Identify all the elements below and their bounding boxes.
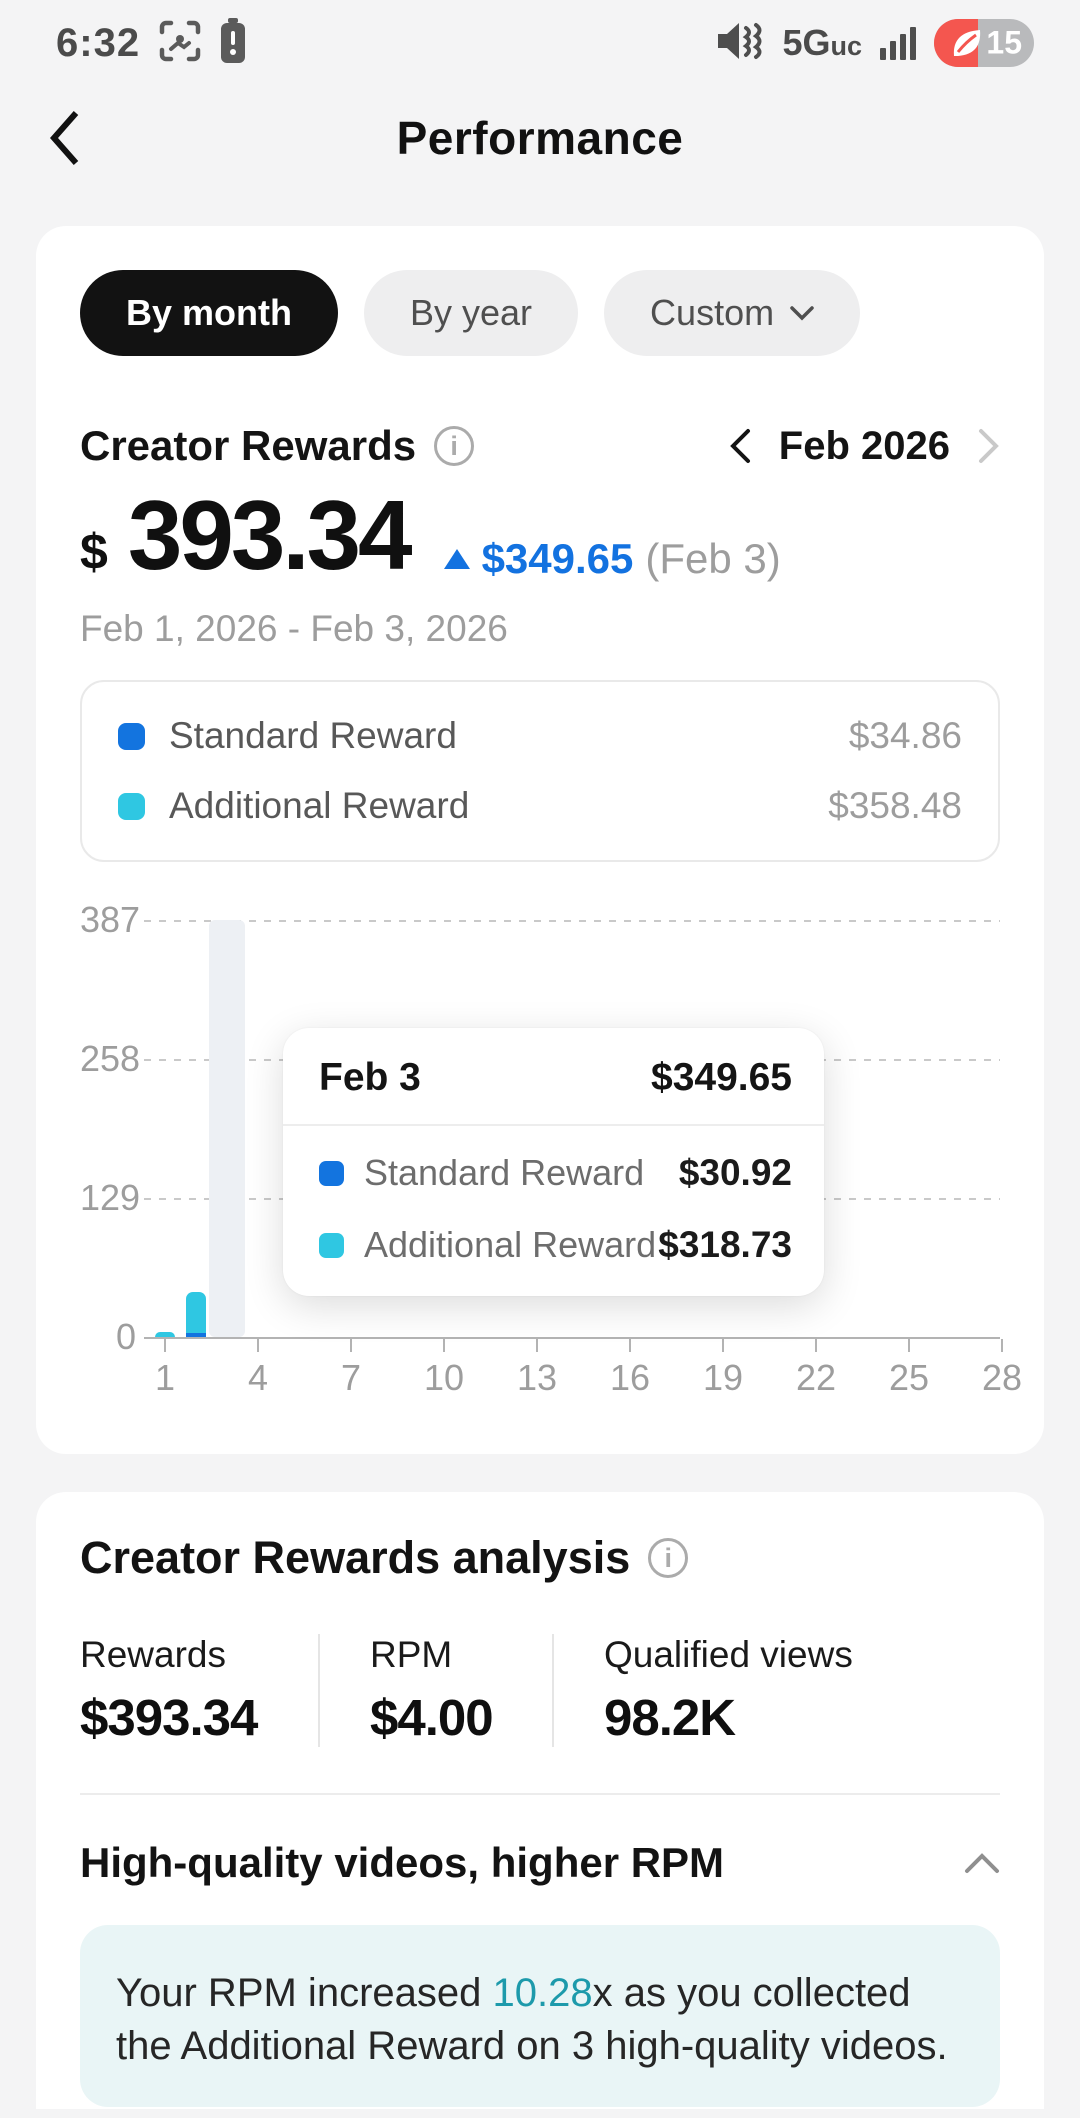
chevron-up-icon[interactable] xyxy=(964,1852,1000,1874)
stat-qualified-views: Qualified views 98.2K xyxy=(552,1634,853,1747)
chevron-right-icon[interactable] xyxy=(978,428,1000,464)
x-axis-tick xyxy=(257,1339,259,1352)
power-saving-leaf-icon xyxy=(953,30,981,56)
stat-rpm: RPM $4.00 xyxy=(318,1634,552,1747)
x-axis-tick xyxy=(536,1339,538,1352)
tab-by-year[interactable]: By year xyxy=(364,270,579,356)
x-axis-label: 25 xyxy=(888,1357,930,1398)
x-axis-label: 4 xyxy=(247,1357,269,1398)
x-axis-label: 19 xyxy=(702,1357,744,1398)
rpm-multiplier: 10.28 xyxy=(492,1971,593,2015)
y-axis-label: 387 xyxy=(80,899,141,940)
x-axis-label: 1 xyxy=(154,1357,176,1398)
bar-day2-standard xyxy=(186,1333,206,1337)
section-divider xyxy=(80,1793,1000,1795)
increase-triangle-icon xyxy=(443,549,470,569)
x-axis-tick xyxy=(1001,1339,1003,1352)
battery-alert-icon xyxy=(220,17,246,69)
info-icon[interactable]: i xyxy=(648,1538,689,1578)
y-axis-label: 258 xyxy=(80,1038,141,1079)
x-axis-tick xyxy=(164,1339,166,1352)
chevron-left-icon[interactable] xyxy=(729,428,751,464)
x-axis-label: 22 xyxy=(795,1357,837,1398)
status-bar: 6:32 xyxy=(0,0,1080,72)
nav-header: Performance xyxy=(0,72,1080,204)
x-axis-tick xyxy=(908,1339,910,1352)
back-button[interactable] xyxy=(46,106,106,170)
summary-row-additional: Additional Reward $358.48 xyxy=(118,782,962,830)
x-axis-label: 28 xyxy=(981,1357,1023,1398)
total-rewards-amount: 393.34 xyxy=(127,480,413,590)
tab-custom[interactable]: Custom xyxy=(604,270,861,356)
gridline-387 xyxy=(144,920,1000,922)
tooltip-row-additional: Additional Reward $318.73 xyxy=(319,1224,792,1266)
x-axis-label: 10 xyxy=(423,1357,465,1398)
additional-reward-swatch xyxy=(319,1232,344,1258)
summary-row-standard: Standard Reward $34.86 xyxy=(118,712,962,760)
month-navigator: Feb 2026 xyxy=(729,424,1000,469)
info-icon[interactable]: i xyxy=(434,426,475,466)
chart-tooltip: Feb 3 $349.65 Standard Reward $30.92 Add… xyxy=(283,1028,824,1296)
standard-reward-swatch xyxy=(118,722,145,750)
y-axis-label: 0 xyxy=(115,1316,136,1357)
bar-day1-additional xyxy=(155,1332,175,1337)
signal-strength-icon xyxy=(880,26,916,60)
daily-change: $349.65 (Feb 3) xyxy=(443,535,781,583)
chevron-down-icon xyxy=(790,305,814,320)
tooltip-divider xyxy=(283,1124,824,1126)
tab-by-month[interactable]: By month xyxy=(80,270,338,356)
section-title: Creator Rewards xyxy=(80,422,417,469)
analysis-card: Creator Rewards analysis i Rewards $393.… xyxy=(36,1492,1044,2109)
network-type-label: 5G uc xyxy=(782,22,862,63)
page-title: Performance xyxy=(396,112,684,164)
tooltip-row-standard: Standard Reward $30.92 xyxy=(319,1152,792,1194)
x-axis-tick xyxy=(815,1339,817,1352)
clock: 6:32 xyxy=(56,20,141,65)
delta-value: $349.65 xyxy=(481,535,634,582)
month-label[interactable]: Feb 2026 xyxy=(778,423,950,468)
date-range: Feb 1, 2026 - Feb 3, 2026 xyxy=(80,608,508,649)
reward-summary-box: Standard Reward $34.86 Additional Reward… xyxy=(80,680,1000,862)
rpm-insight-box: Your RPM increased 10.28x as you collect… xyxy=(80,1925,1000,2107)
standard-reward-swatch xyxy=(319,1160,344,1186)
stat-rewards: Rewards $393.34 xyxy=(80,1634,258,1746)
x-axis-tick xyxy=(350,1339,352,1352)
delta-date: (Feb 3) xyxy=(645,535,781,582)
analysis-title: Creator Rewards analysis xyxy=(80,1532,631,1583)
bar-day2-additional xyxy=(186,1292,206,1334)
rewards-card: By month By year Custom Creator Rewards … xyxy=(36,226,1044,1454)
selected-day-highlight xyxy=(209,920,245,1337)
x-axis-tick xyxy=(443,1339,445,1352)
y-axis-label: 129 xyxy=(80,1177,141,1218)
screenshot-icon xyxy=(158,19,202,68)
bar-chart[interactable]: 28 25 22 19 16 13 10 7 4 1 387 258 129 0 Feb 3 $349.6… xyxy=(80,898,1022,1398)
period-filter-tabs: By month By year Custom xyxy=(80,270,1000,356)
x-axis-line xyxy=(144,1337,1000,1339)
mute-icon xyxy=(716,20,764,67)
x-axis-label: 13 xyxy=(516,1357,558,1398)
battery-indicator: 15 xyxy=(934,19,1034,67)
accordion-high-quality-rpm[interactable]: High-quality videos, higher RPM xyxy=(80,1839,1000,1887)
x-axis-label: 7 xyxy=(340,1357,362,1398)
x-axis-label: 16 xyxy=(609,1357,651,1398)
additional-reward-swatch xyxy=(118,792,145,820)
currency-symbol: $ xyxy=(80,524,108,580)
analysis-stats: Rewards $393.34 RPM $4.00 Qualified view… xyxy=(80,1634,1000,1747)
x-axis-tick xyxy=(722,1339,724,1352)
battery-percent: 15 xyxy=(986,24,1022,61)
x-axis-tick xyxy=(629,1339,631,1352)
